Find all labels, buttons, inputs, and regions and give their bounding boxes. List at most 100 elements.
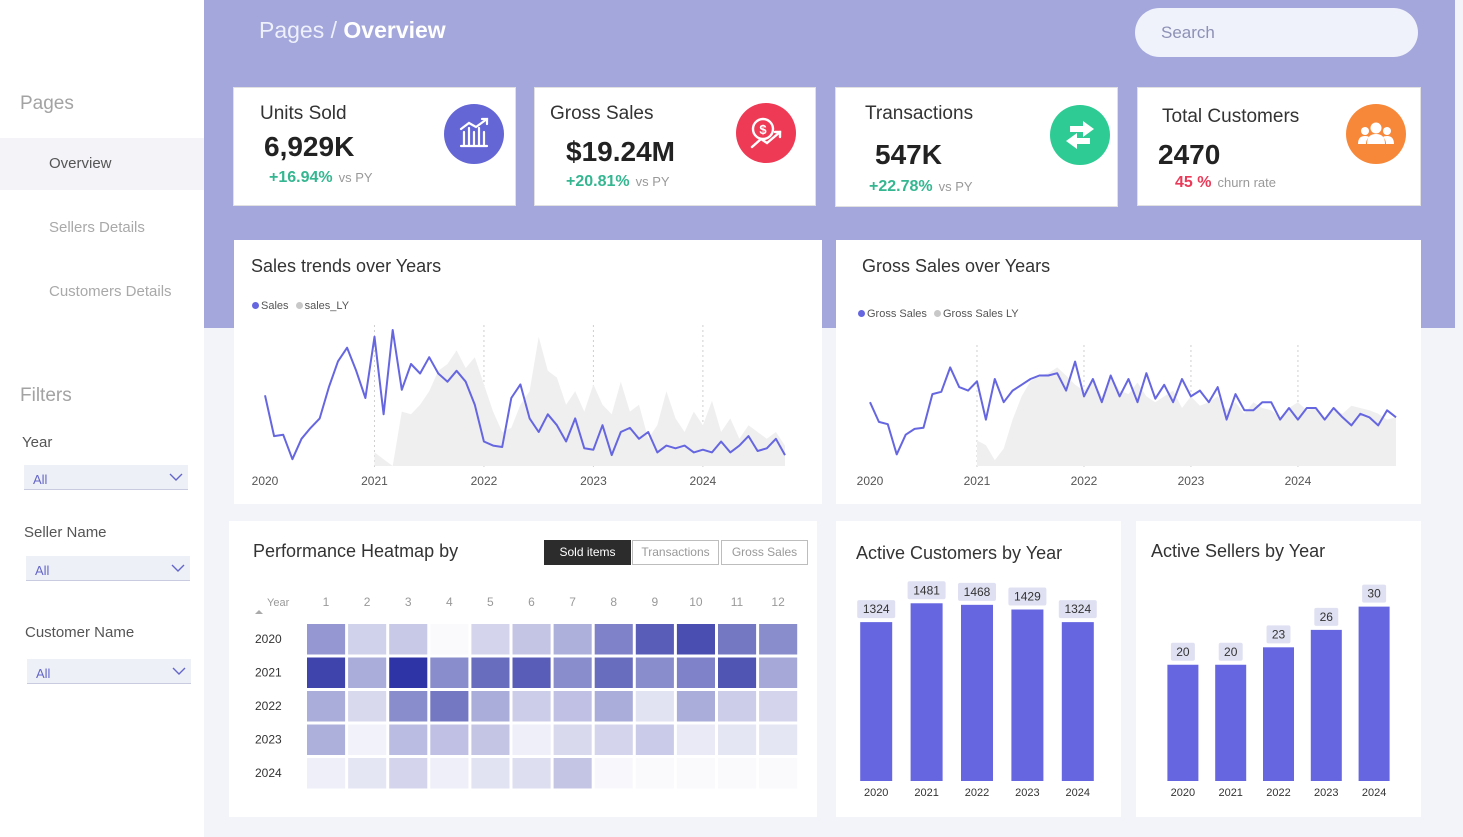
seller-dropdown-value: All (35, 563, 50, 578)
bar-value-label: 30 (1367, 587, 1381, 601)
tab-transactions[interactable]: Transactions (632, 540, 719, 565)
heatmap-column-label: 11 (731, 595, 744, 609)
heatmap-cell (636, 758, 674, 789)
heatmap-cell (594, 657, 633, 688)
heatmap-cell (471, 657, 510, 688)
heatmap-cell (676, 657, 715, 688)
chevron-down-icon (169, 473, 183, 481)
heatmap-cell (676, 724, 715, 755)
kpi-delta-sub: vs PY (338, 170, 373, 185)
kpi-delta-sub: vs PY (635, 174, 670, 189)
heatmap-column-label: 10 (689, 595, 703, 609)
heatmap-column-label: 2 (364, 595, 371, 609)
x-tick-label: 2021 (361, 474, 388, 488)
heatmap-cell (553, 724, 592, 755)
bar-category-label: 2023 (1015, 787, 1039, 799)
people-group-icon (1346, 104, 1406, 164)
x-tick-label: 2021 (964, 474, 991, 488)
heatmap-panel: Performance Heatmap by Sold items Transa… (229, 521, 817, 817)
heatmap-cell (512, 624, 551, 655)
search-input[interactable] (1135, 8, 1418, 57)
heatmap-cell (348, 758, 387, 789)
sales-trend-legend: Sales sales_LY (252, 300, 349, 312)
heatmap-cell (430, 657, 469, 688)
heatmap-cell (635, 624, 674, 655)
kpi-card-gross-sales: Gross Sales $19.24M +20.81% vs PY $ (534, 87, 816, 206)
heatmap-cell (512, 758, 551, 789)
heatmap-cell (348, 691, 387, 722)
bar-value-badge (907, 581, 946, 600)
heatmap-cell (512, 724, 551, 755)
bar-value-badge (958, 582, 996, 601)
year-dropdown[interactable]: All (24, 465, 188, 490)
heatmap-title: Performance Heatmap by (253, 541, 459, 561)
bar-value-label: 26 (1320, 610, 1334, 624)
bar-value-badge (857, 600, 896, 619)
bar-value-badge (1058, 600, 1097, 619)
bar-value-label: 1481 (913, 583, 940, 597)
kpi-churn-sub: churn rate (1217, 175, 1277, 190)
heatmap-cell (718, 724, 757, 755)
heatmap-cell (677, 758, 715, 789)
nav-item-customers-details[interactable]: Customers Details (49, 283, 172, 300)
legend-dot-gross-sales-ly (933, 310, 941, 317)
heatmap-cell (594, 624, 633, 655)
breadcrumb-root[interactable]: Pages (259, 17, 325, 43)
kpi-delta: +20.81% vs PY (566, 173, 670, 191)
bar-category-label: 2020 (864, 787, 888, 799)
legend-label-sales: Sales (261, 300, 289, 312)
active-sellers-panel: Active Sellers by Year 20 2020 20 2021 23 202… (1136, 521, 1421, 817)
bar-value-label: 23 (1272, 627, 1286, 641)
heatmap-cell (348, 657, 387, 688)
heatmap-cell (553, 691, 592, 722)
nav-item-sellers-details[interactable]: Sellers Details (49, 219, 145, 236)
ly-series-area (976, 367, 1396, 466)
tab-gross-sales[interactable]: Gross Sales (721, 540, 808, 565)
kpi-delta-value: +20.81% (566, 173, 630, 190)
heatmap-cell (430, 624, 468, 655)
heatmap-column-label: 4 (446, 595, 453, 609)
dollar-trend-icon: $ (736, 103, 796, 163)
gross-trend-legend: Gross Sales Gross Sales LY (858, 308, 1019, 320)
heatmap-cell (594, 691, 633, 722)
bar-value-badge (1314, 607, 1339, 626)
heatmap-cell (759, 691, 798, 722)
heatmap-cell (759, 657, 798, 688)
heatmap-cell (430, 691, 469, 722)
heatmap-cell (676, 624, 715, 655)
sidebar: Pages Overview Sellers Details Customers… (0, 0, 204, 837)
kpi-label: Gross Sales (550, 103, 654, 124)
tab-sold-items[interactable]: Sold items (544, 540, 631, 565)
x-tick-label: 2023 (580, 474, 607, 488)
sales-trend-panel: Sales trends over Years Sales sales_LY 2… (234, 240, 822, 504)
kpi-delta-value: +16.94% (269, 169, 333, 186)
bar (1263, 647, 1294, 781)
heatmap-cell (389, 624, 428, 655)
customer-dropdown-value: All (36, 666, 51, 681)
heatmap-cell (635, 724, 674, 755)
heatmap-column-label: 8 (610, 595, 617, 609)
bar-value-label: 1429 (1014, 590, 1041, 604)
bar-chart-up-icon (444, 104, 504, 164)
heatmap-cell (594, 724, 633, 755)
bar-category-label: 2022 (1266, 787, 1290, 799)
seller-dropdown[interactable]: All (26, 556, 190, 581)
heatmap-cell (430, 758, 469, 789)
legend-label-gross-sales: Gross Sales (867, 308, 927, 320)
heatmap-cell (471, 758, 510, 789)
heatmap-column-label: 7 (569, 595, 576, 609)
kpi-value: 2470 (1158, 139, 1221, 170)
customer-dropdown[interactable]: All (27, 659, 191, 684)
bar-category-label: 2020 (1171, 787, 1195, 799)
nav-item-overview[interactable]: Overview (0, 138, 204, 190)
heatmap-cell (553, 758, 592, 789)
heatmap-cell (307, 724, 346, 755)
active-customers-title: Active Customers by Year (856, 543, 1063, 563)
kpi-churn: 45 % churn rate (1175, 174, 1276, 192)
customer-filter-label: Customer Name (25, 624, 135, 641)
kpi-card-transactions: Transactions 547K +22.78% vs PY (835, 87, 1118, 207)
heatmap-cell (389, 724, 428, 755)
kpi-card-units-sold: Units Sold 6,929K +16.94% vs PY (233, 87, 516, 206)
main-series-line (264, 329, 786, 461)
